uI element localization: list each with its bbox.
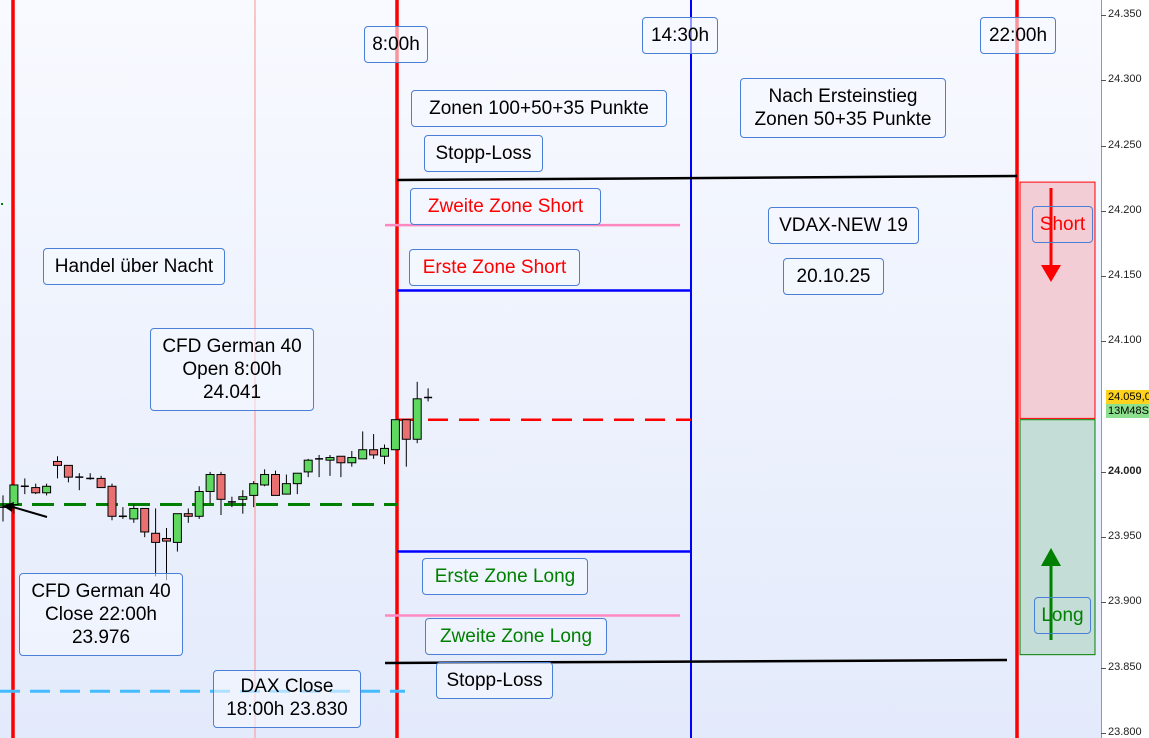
candlestick-chart xyxy=(0,0,1096,738)
label-short: Short xyxy=(1032,206,1093,243)
candle-body xyxy=(107,485,117,517)
axis-tick-mark xyxy=(1101,602,1106,604)
pointer-arrow-head-icon xyxy=(3,502,14,512)
axis-tick-label: 23.900 xyxy=(1108,595,1142,608)
axis-tick-label: 24.150 xyxy=(1108,269,1142,282)
candle-body xyxy=(194,490,204,517)
text-line: DAX Close xyxy=(240,676,334,697)
label-date: 20.10.25 xyxy=(783,258,884,295)
long-zone-box xyxy=(1019,419,1096,656)
candle-body xyxy=(238,496,248,500)
candle-body xyxy=(205,474,215,492)
label-handel-ueber-nacht: Handel über Nacht xyxy=(43,248,225,285)
label-erste-zone-short: Erste Zone Short xyxy=(409,249,580,286)
axis-tick-label: 23.850 xyxy=(1108,660,1142,673)
current-price-tag: 24.059,0 xyxy=(1106,390,1149,404)
candle-body xyxy=(390,419,400,451)
axis-tick-mark xyxy=(1101,210,1106,212)
candle-body xyxy=(162,537,171,542)
candle-body xyxy=(183,513,193,517)
candle-body xyxy=(358,449,368,460)
candle-body xyxy=(63,464,73,478)
label-22h: 22:00h xyxy=(980,17,1056,54)
candle-body xyxy=(325,457,335,461)
axis-tick-label: 23.800 xyxy=(1108,726,1142,738)
label-1430h: 14:30h xyxy=(642,17,718,54)
axis-tick-label: 24.000 xyxy=(1108,464,1142,477)
axis-tick-label: 23.950 xyxy=(1108,530,1142,543)
candle-body xyxy=(303,459,313,473)
label-erste-zone-long: Erste Zone Long xyxy=(422,558,588,595)
axis-tick-mark xyxy=(1101,276,1106,278)
text-line: CFD German 40 xyxy=(162,336,302,357)
candle-body xyxy=(96,477,106,489)
axis-tick-mark xyxy=(1101,733,1106,734)
label-8h: 8:00h xyxy=(364,26,428,63)
axis-tick-label: 24.300 xyxy=(1108,73,1142,86)
candle-body xyxy=(401,419,411,440)
label-close-22h: CFD German 40 Close 22:00h 23.976 xyxy=(19,573,183,656)
text-line: 18:00h 23.830 xyxy=(226,699,348,720)
candle-body xyxy=(42,485,52,494)
text-line: 23.976 xyxy=(71,627,131,648)
label-stop-loss-top: Stopp-Loss xyxy=(424,135,543,172)
text-line: Nach Ersteinstieg xyxy=(768,86,918,107)
price-axis[interactable] xyxy=(1101,0,1149,738)
candle-body xyxy=(260,474,270,486)
marker-dot xyxy=(1,203,3,205)
label-stop-loss-bottom: Stopp-Loss xyxy=(436,662,553,699)
candle-body xyxy=(281,483,291,495)
label-dax-close: DAX Close 18:00h 23.830 xyxy=(213,670,361,728)
countdown-tag: 13M48S xyxy=(1106,404,1149,418)
text-line: Close 22:00h xyxy=(45,604,157,625)
axis-tick-mark xyxy=(1101,667,1106,669)
long-arrow-head-icon xyxy=(1041,548,1061,566)
label-nach-ersteinstieg: Nach Ersteinstieg Zonen 50+35 Punkte xyxy=(740,78,946,138)
axis-tick-mark xyxy=(1101,471,1106,473)
axis-tick-label: 24.200 xyxy=(1108,203,1142,216)
candle-body xyxy=(249,483,259,496)
axis-tick-mark xyxy=(1101,15,1106,16)
candle-body xyxy=(9,484,19,506)
axis-tick-mark xyxy=(1101,80,1106,82)
candle-body xyxy=(292,472,302,485)
label-zweite-zone-long: Zweite Zone Long xyxy=(425,618,607,655)
text-line: CFD German 40 xyxy=(31,581,171,602)
candle-body xyxy=(380,447,389,457)
label-zweite-zone-short: Zweite Zone Short xyxy=(410,188,601,225)
candle-body xyxy=(336,455,346,464)
text-line: 24.041 xyxy=(202,382,262,403)
candle-body xyxy=(31,487,41,494)
candle-body xyxy=(151,532,161,543)
candle-body xyxy=(271,474,280,496)
candle-body xyxy=(216,474,226,500)
candle-body xyxy=(412,398,422,440)
candle-body xyxy=(369,449,379,456)
axis-tick-mark xyxy=(1101,145,1106,147)
axis-tick-mark xyxy=(1101,341,1106,343)
text-line: Open 8:00h xyxy=(182,359,282,380)
axis-tick-label: 24.250 xyxy=(1108,138,1142,151)
label-vdax: VDAX-NEW 19 xyxy=(768,207,919,244)
text-line: Zonen 50+35 Punkte xyxy=(754,109,932,130)
short-arrow-head-icon xyxy=(1041,265,1061,282)
candle-body xyxy=(347,457,357,464)
label-zonen: Zonen 100+50+35 Punkte xyxy=(411,90,667,127)
stop-loss-top-line xyxy=(396,174,1018,182)
candle-body xyxy=(129,507,139,520)
axis-tick-label: 24.100 xyxy=(1108,334,1142,347)
candle-body xyxy=(140,507,150,533)
axis-tick-mark xyxy=(1101,537,1106,539)
label-long: Long xyxy=(1034,597,1091,634)
label-open-8h: CFD German 40 Open 8:00h 24.041 xyxy=(150,328,314,411)
candle-body xyxy=(172,513,182,543)
axis-tick-label: 24.350 xyxy=(1108,8,1142,20)
candle-body xyxy=(53,460,62,466)
